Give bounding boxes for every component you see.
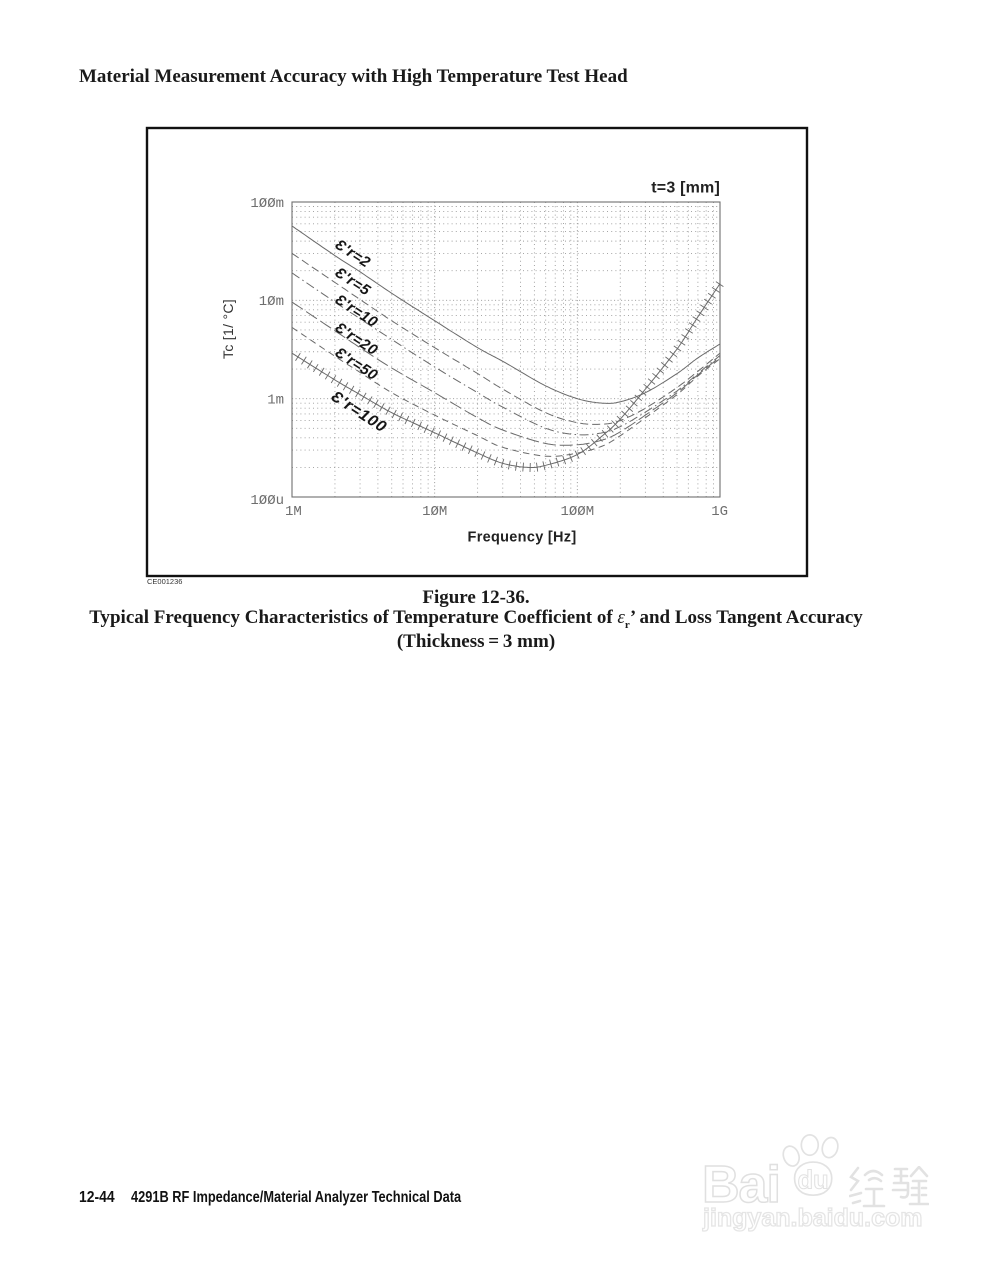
- svg-text:Ɛ'r=2: Ɛ'r=2: [332, 236, 374, 271]
- svg-text:t=3 [mm]: t=3 [mm]: [651, 180, 720, 197]
- svg-text:Tc [1/ °C]: Tc [1/ °C]: [220, 299, 236, 359]
- svg-text:CE001236: CE001236: [147, 577, 182, 586]
- svg-text:1ØØM: 1ØØM: [560, 504, 594, 520]
- svg-text:1m: 1m: [267, 393, 284, 409]
- svg-text:1ØØu: 1ØØu: [250, 493, 284, 509]
- svg-text:Frequency [Hz]: Frequency [Hz]: [468, 530, 577, 546]
- svg-text:1ØØm: 1ØØm: [250, 196, 284, 212]
- svg-text:1M: 1M: [285, 504, 302, 520]
- svg-text:Ɛ'r=100: Ɛ'r=100: [328, 388, 390, 436]
- svg-text:1G: 1G: [711, 504, 728, 520]
- svg-text:du: du: [798, 1166, 829, 1194]
- svg-text:1ØM: 1ØM: [422, 504, 447, 520]
- svg-text:1Øm: 1Øm: [259, 294, 284, 310]
